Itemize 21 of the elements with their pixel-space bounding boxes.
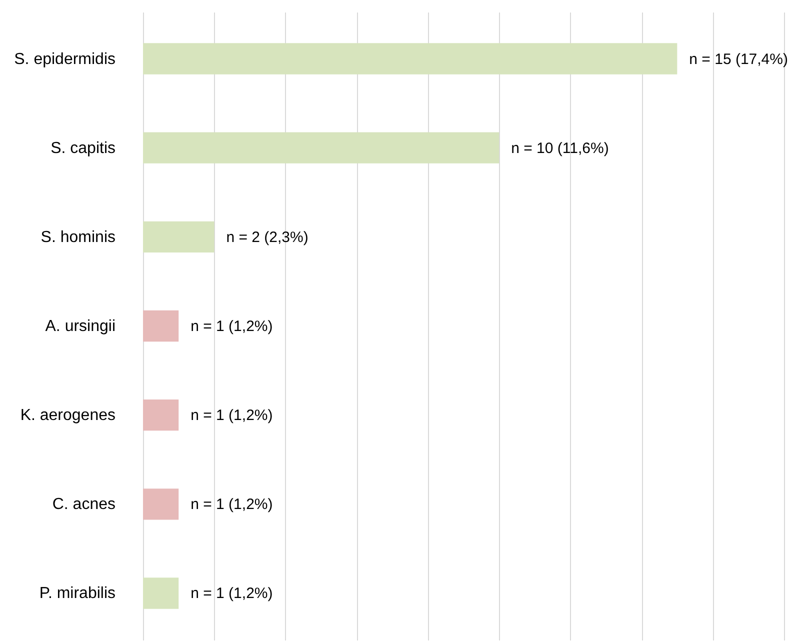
bar: [143, 399, 179, 431]
bar: [143, 310, 179, 342]
y-tick-label: S. capitis: [50, 140, 116, 157]
bar: [143, 578, 179, 609]
data-label: n = 1 (1,2%): [190, 496, 273, 514]
y-tick-label: P. mirabilis: [39, 585, 116, 602]
data-label: n = 15 (17,4%): [689, 50, 788, 68]
data-label: n = 1 (1,2%): [190, 585, 273, 602]
bar: [143, 221, 214, 253]
y-tick-label: A. ursingii: [45, 318, 116, 335]
y-tick-label: C. acnes: [52, 496, 116, 514]
y-tick-label: S. hominis: [40, 228, 116, 246]
data-label: n = 2 (2,3%): [226, 228, 308, 246]
data-label: n = 1 (1,2%): [190, 407, 273, 424]
y-tick-label: K. aerogenes: [20, 407, 116, 424]
bar: [143, 43, 678, 74]
y-tick-label: S. epidermidis: [14, 50, 116, 68]
data-label: n = 1 (1,2%): [190, 318, 273, 335]
bar: [143, 132, 500, 164]
bar: [143, 488, 179, 520]
data-label: n = 10 (11,6%): [511, 140, 609, 157]
